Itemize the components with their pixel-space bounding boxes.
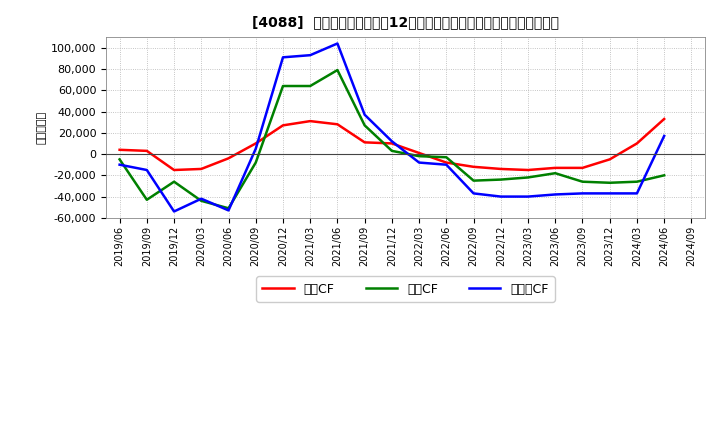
投資CF [469,178,478,183]
営業CF [170,167,179,172]
営業CF [143,148,151,154]
営業CF [333,121,342,127]
営業CF [606,157,614,162]
フリーCF [551,192,559,197]
営業CF [442,160,451,165]
営業CF [387,141,396,146]
投資CF [115,157,124,162]
投資CF [415,154,423,159]
営業CF [469,164,478,169]
フリーCF [578,191,587,196]
投資CF [360,123,369,128]
営業CF [279,123,287,128]
フリーCF [660,133,668,139]
Line: フリーCF: フリーCF [120,44,664,212]
投資CF [333,67,342,73]
投資CF [197,198,206,203]
営業CF [551,165,559,171]
フリーCF [606,191,614,196]
フリーCF [633,191,642,196]
フリーCF [387,139,396,144]
フリーCF [251,146,260,151]
営業CF [660,116,668,121]
Title: [4088]  キャッシュフローの12か月移動合計の対前年同期増減額の推移: [4088] キャッシュフローの12か月移動合計の対前年同期増減額の推移 [252,15,559,29]
営業CF [523,167,532,172]
投資CF [606,180,614,185]
投資CF [578,179,587,184]
投資CF [633,179,642,184]
フリーCF [197,196,206,202]
営業CF [415,150,423,156]
フリーCF [469,191,478,196]
フリーCF [333,41,342,46]
フリーCF [442,162,451,167]
営業CF [360,140,369,145]
投資CF [497,177,505,182]
投資CF [442,154,451,160]
フリーCF [523,194,532,199]
Line: 営業CF: 営業CF [120,119,664,170]
投資CF [251,160,260,165]
営業CF [497,166,505,172]
フリーCF [306,52,315,58]
フリーCF [360,112,369,117]
フリーCF [415,160,423,165]
Legend: 営業CF, 投資CF, フリーCF: 営業CF, 投資CF, フリーCF [256,276,555,302]
投資CF [551,171,559,176]
投資CF [387,148,396,154]
フリーCF [115,162,124,167]
営業CF [578,165,587,171]
投資CF [660,172,668,178]
投資CF [224,205,233,211]
投資CF [170,179,179,184]
営業CF [633,141,642,146]
フリーCF [224,208,233,213]
投資CF [279,83,287,88]
投資CF [523,175,532,180]
Y-axis label: （百万円）: （百万円） [37,111,47,144]
フリーCF [279,55,287,60]
営業CF [197,166,206,172]
フリーCF [497,194,505,199]
営業CF [115,147,124,152]
営業CF [306,118,315,124]
営業CF [251,141,260,146]
投資CF [143,197,151,202]
Line: 投資CF: 投資CF [120,70,664,208]
投資CF [306,83,315,88]
フリーCF [170,209,179,214]
営業CF [224,156,233,161]
フリーCF [143,167,151,172]
